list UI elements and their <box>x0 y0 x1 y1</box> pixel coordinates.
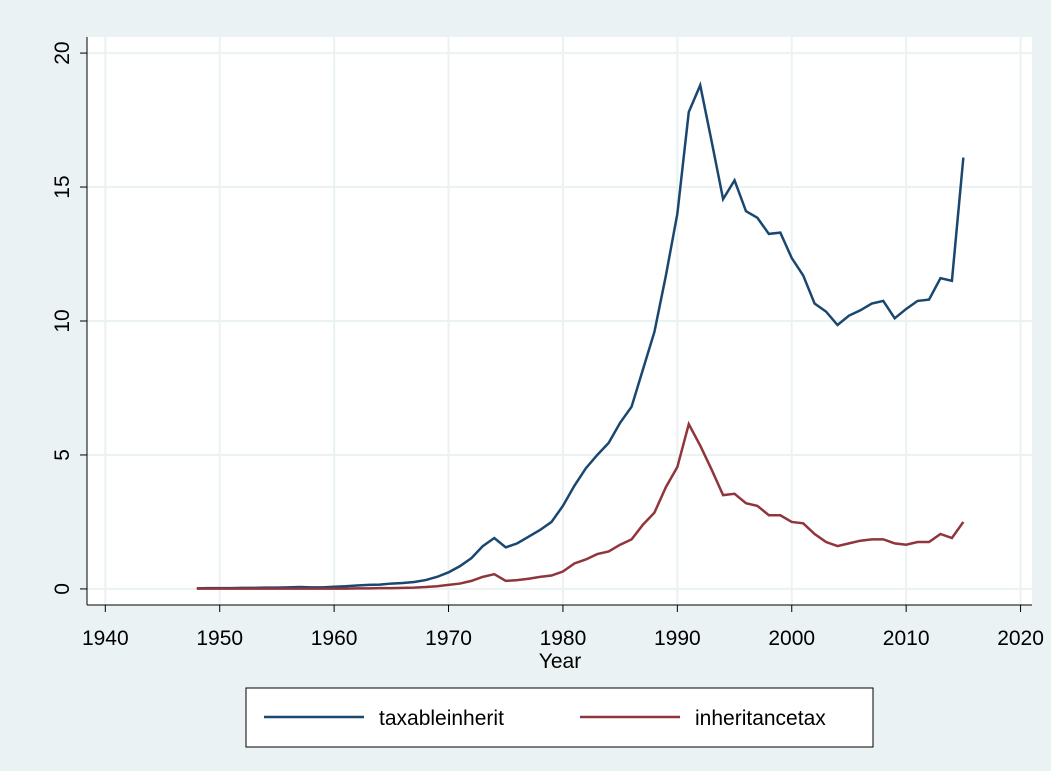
y-tick-label: 0 <box>51 583 74 595</box>
x-tick-label: 1960 <box>311 627 358 650</box>
legend-label: inheritancetax <box>695 707 826 730</box>
x-tick-label: 1970 <box>425 627 472 650</box>
x-tick-label: 2010 <box>883 627 930 650</box>
y-tick-label: 10 <box>51 309 74 332</box>
line-series <box>196 81 965 590</box>
x-tick-label: 1940 <box>82 627 129 650</box>
legend-label: taxableinherit <box>379 707 504 730</box>
y-tick-label: 5 <box>51 449 74 461</box>
x-tick-label: 2000 <box>768 627 815 650</box>
x-tick-label: 1990 <box>654 627 701 650</box>
line-series <box>196 420 965 590</box>
x-tick-label: 1980 <box>540 627 587 650</box>
x-tick-label: 2020 <box>997 627 1044 650</box>
y-tick-label: 15 <box>51 175 74 198</box>
x-axis-label: Year <box>539 650 581 673</box>
y-tick-label: 20 <box>51 41 74 64</box>
x-tick-label: 1950 <box>196 627 243 650</box>
